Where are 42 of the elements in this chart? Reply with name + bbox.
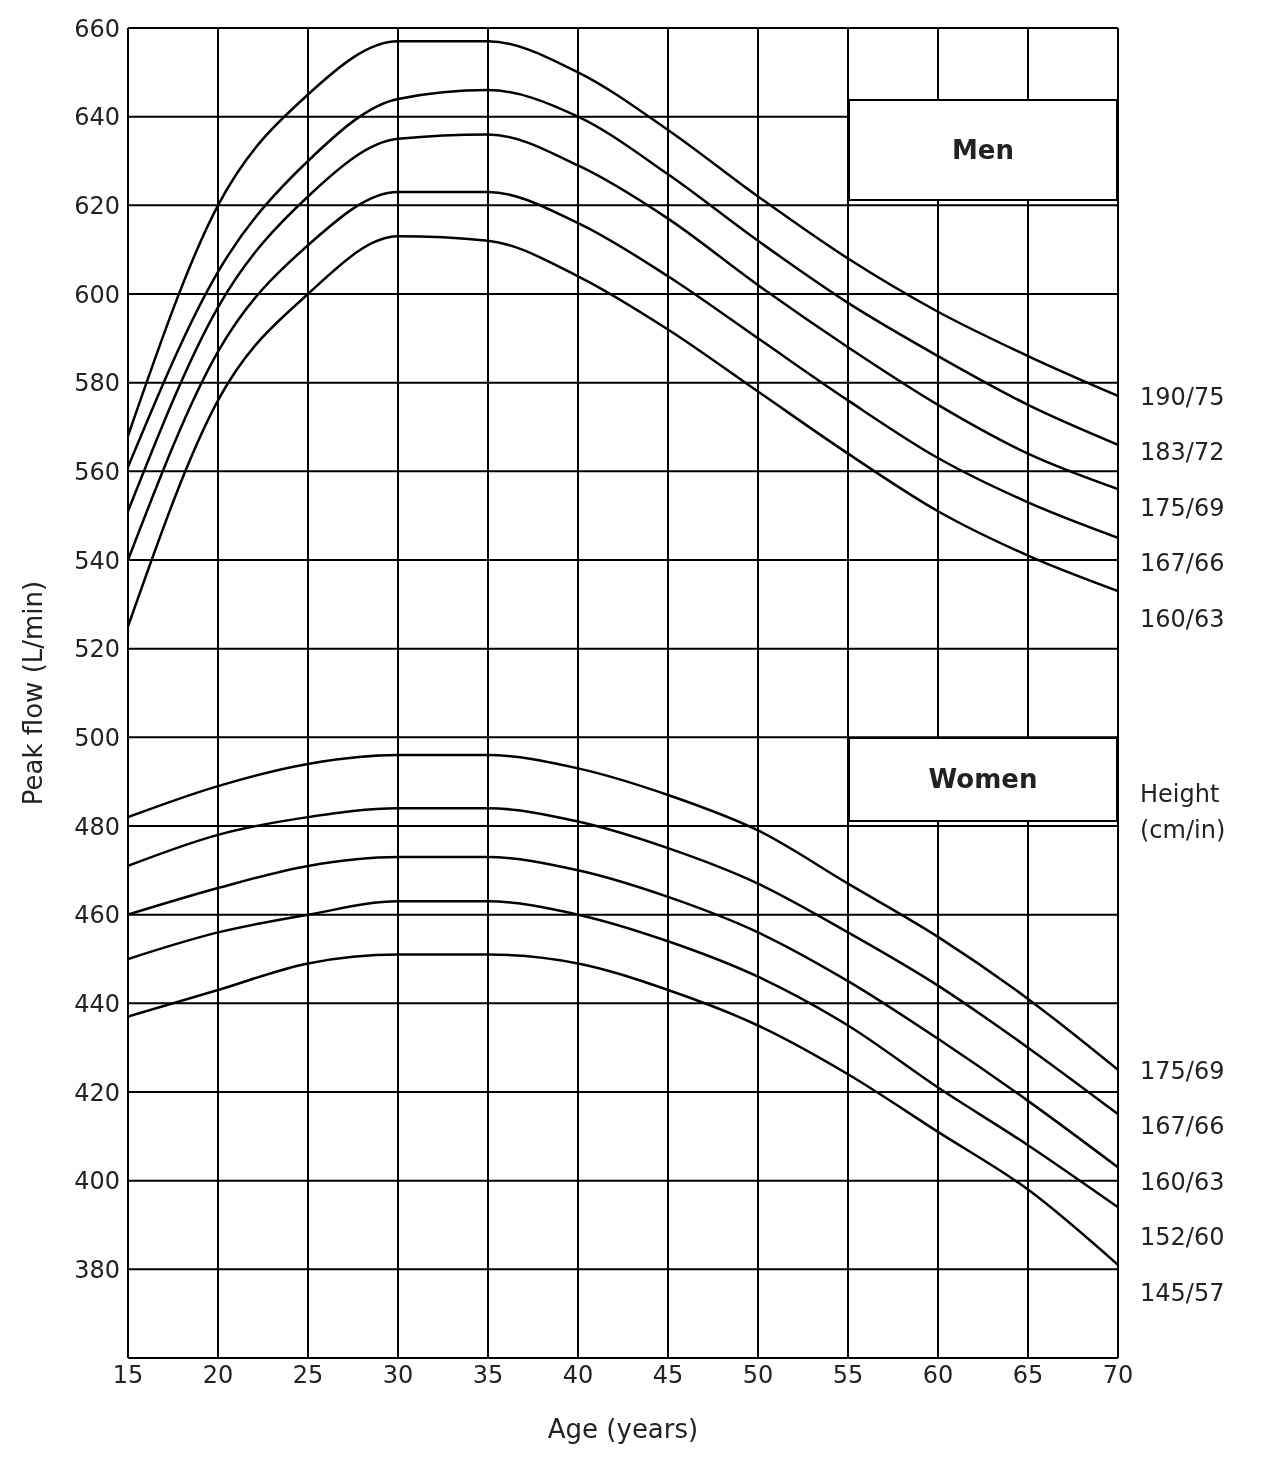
series-label: 175/69 (1140, 493, 1225, 522)
x-tick-label: 15 (112, 1361, 144, 1390)
legend-title: Height (cm/in) (1140, 779, 1226, 844)
x-tick-label: 50 (742, 1361, 774, 1390)
y-tick-label: 580 (74, 369, 120, 398)
y-tick-label: 660 (74, 14, 120, 43)
series-label: 145/57 (1140, 1278, 1225, 1307)
series-label: 167/66 (1140, 1112, 1225, 1141)
y-axis-title: Peak flow (L/min) (18, 580, 49, 806)
x-axis-title: Age (years) (547, 1414, 699, 1444)
y-tick-label: 460 (74, 901, 120, 930)
series-label: 167/66 (1140, 549, 1225, 578)
y-tick-label: 560 (74, 457, 120, 486)
annotation: Men (951, 134, 1015, 165)
x-tick-label: 35 (472, 1361, 504, 1390)
series-label: 160/63 (1140, 604, 1225, 633)
x-tick-label: 70 (1102, 1361, 1134, 1390)
x-tick-label: 40 (562, 1361, 594, 1390)
y-tick-label: 640 (74, 103, 120, 132)
x-tick-label: 55 (832, 1361, 864, 1390)
series-label: 175/69 (1140, 1056, 1225, 1085)
y-tick-label: 420 (74, 1078, 120, 1107)
y-tick-label: 440 (74, 989, 120, 1018)
series-label: 152/60 (1140, 1223, 1225, 1252)
series-label: 183/72 (1140, 438, 1225, 467)
x-tick-label: 60 (922, 1361, 954, 1390)
y-tick-label: 380 (74, 1255, 120, 1284)
x-tick-label: 65 (1012, 1361, 1044, 1390)
annotation: Women (928, 764, 1038, 795)
y-tick-label: 600 (74, 280, 120, 309)
y-tick-label: 500 (74, 723, 120, 752)
y-tick-label: 480 (74, 812, 120, 841)
x-tick-label: 25 (292, 1361, 324, 1390)
series-label: 160/63 (1140, 1167, 1225, 1196)
x-tick-label: 30 (382, 1361, 414, 1390)
y-tick-label: 540 (74, 546, 120, 575)
series-label: 190/75 (1140, 382, 1225, 411)
x-tick-label: 20 (202, 1361, 234, 1390)
y-tick-label: 520 (74, 635, 120, 664)
y-tick-label: 400 (74, 1167, 120, 1196)
x-tick-label: 45 (652, 1361, 684, 1390)
y-tick-label: 620 (74, 191, 120, 220)
